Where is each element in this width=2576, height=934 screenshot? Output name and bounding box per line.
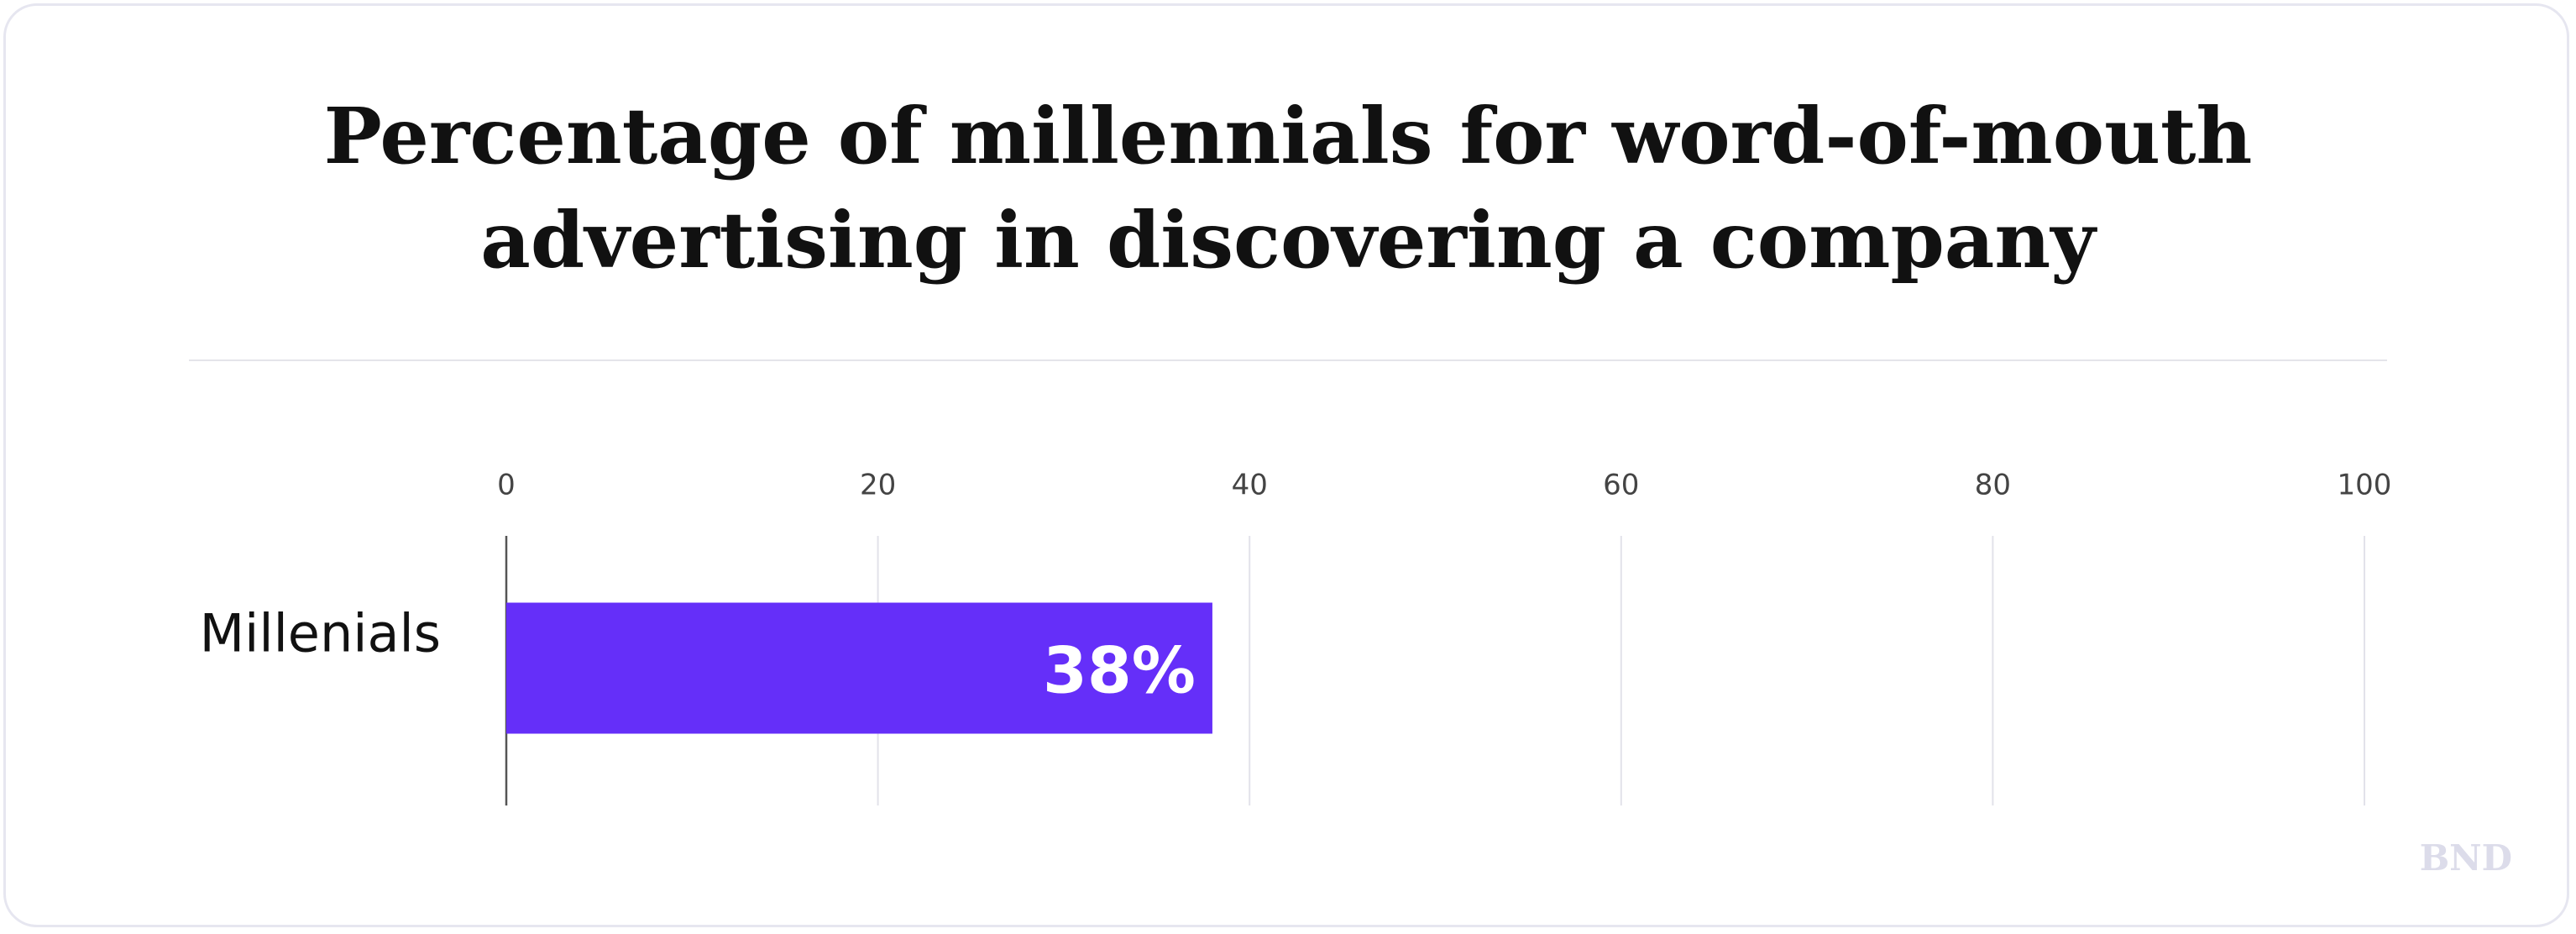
x-tick-label: 0 [497, 469, 516, 502]
title-box: Percentage of millennials for word-of-mo… [0, 84, 2576, 292]
bar [506, 602, 1212, 734]
watermark: BND [2420, 837, 2512, 879]
x-tick-label: 100 [2338, 469, 2392, 502]
card [3, 3, 2569, 927]
y-tick-label: Millenials [200, 603, 441, 664]
value-label: 38% [1043, 632, 1196, 707]
x-tick-label: 60 [1603, 469, 1639, 502]
x-tick-label: 80 [1975, 469, 2011, 502]
chart-title: Percentage of millennials for word-of-mo… [323, 91, 2253, 286]
x-tick-label: 40 [1232, 469, 1268, 502]
x-tick-label: 20 [860, 469, 896, 502]
